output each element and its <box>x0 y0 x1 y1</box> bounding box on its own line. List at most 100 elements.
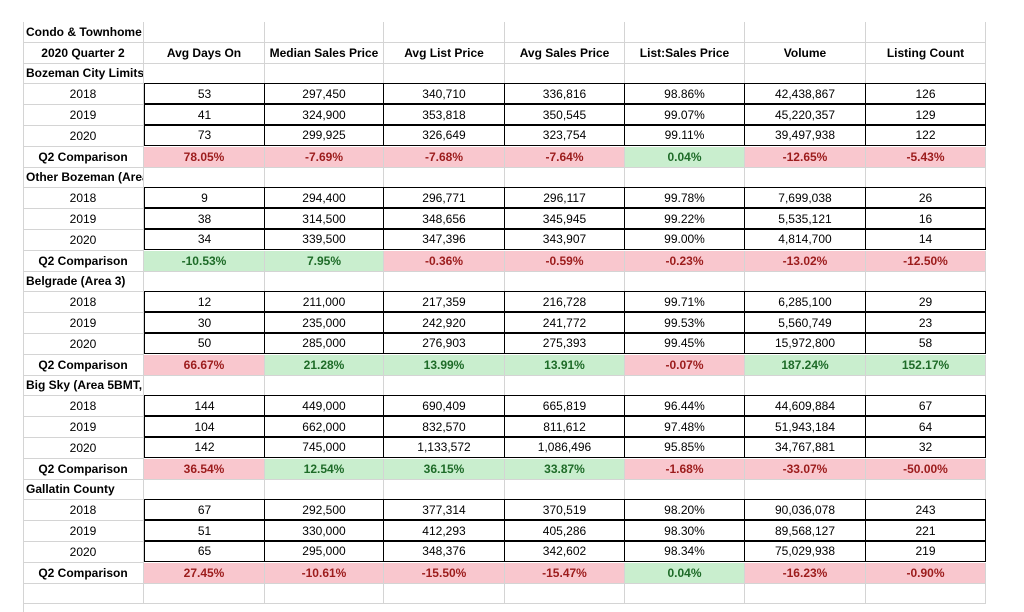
value-cell[interactable]: 353,818 <box>384 104 505 125</box>
value-cell[interactable]: 75,029,938 <box>745 541 866 562</box>
value-cell[interactable]: 350,545 <box>505 104 625 125</box>
value-cell[interactable]: 347,396 <box>384 229 505 250</box>
value-cell[interactable]: 275,393 <box>505 333 625 354</box>
comparison-cell[interactable]: -7.68% <box>384 146 505 168</box>
value-cell[interactable]: 348,656 <box>384 208 505 229</box>
value-cell[interactable]: 276,903 <box>384 333 505 354</box>
year-cell[interactable]: 2018 <box>23 188 144 210</box>
empty-cell[interactable] <box>745 22 866 43</box>
comparison-cell[interactable]: -0.07% <box>625 354 745 376</box>
comparison-cell[interactable]: -10.61% <box>265 562 384 584</box>
empty-cell[interactable] <box>384 375 505 397</box>
value-cell[interactable]: 58 <box>866 333 986 354</box>
empty-cell[interactable] <box>265 583 384 605</box>
value-cell[interactable]: 340,710 <box>384 83 505 105</box>
value-cell[interactable]: 15,972,800 <box>745 333 866 354</box>
value-cell[interactable]: 811,612 <box>505 416 625 437</box>
empty-cell[interactable] <box>745 167 866 189</box>
value-cell[interactable]: 412,293 <box>384 520 505 541</box>
empty-cell[interactable] <box>625 63 745 85</box>
value-cell[interactable]: 348,376 <box>384 541 505 562</box>
empty-cell[interactable] <box>745 479 866 501</box>
value-cell[interactable]: 99.11% <box>625 125 745 146</box>
value-cell[interactable]: 67 <box>866 395 986 417</box>
empty-cell[interactable] <box>265 63 384 85</box>
column-header[interactable]: Volume <box>745 42 866 64</box>
value-cell[interactable]: 242,920 <box>384 312 505 333</box>
empty-cell[interactable] <box>745 271 866 293</box>
empty-cell[interactable] <box>384 479 505 501</box>
value-cell[interactable]: 122 <box>866 125 986 146</box>
value-cell[interactable]: 4,814,700 <box>745 229 866 250</box>
empty-cell[interactable] <box>866 375 986 397</box>
value-cell[interactable]: 342,602 <box>505 541 625 562</box>
value-cell[interactable]: 405,286 <box>505 520 625 541</box>
empty-cell[interactable] <box>745 63 866 85</box>
value-cell[interactable]: 98.34% <box>625 541 745 562</box>
value-cell[interactable]: 241,772 <box>505 312 625 333</box>
value-cell[interactable]: 90,036,078 <box>745 499 866 521</box>
value-cell[interactable]: 324,900 <box>265 104 384 125</box>
comparison-cell[interactable]: -5.43% <box>866 146 986 168</box>
section-title[interactable]: Big Sky (Area 5BMT, 5BMV) <box>23 375 144 397</box>
comparison-cell[interactable]: 7.95% <box>265 250 384 272</box>
value-cell[interactable]: 99.78% <box>625 187 745 209</box>
year-cell[interactable]: 2019 <box>23 209 144 230</box>
column-header[interactable]: Avg List Price <box>384 42 505 64</box>
comparison-label[interactable]: Q2 Comparison <box>23 250 144 272</box>
comparison-cell[interactable]: -16.23% <box>745 562 866 584</box>
empty-cell[interactable] <box>384 583 505 605</box>
comparison-cell[interactable]: -15.50% <box>384 562 505 584</box>
empty-cell[interactable] <box>144 22 265 43</box>
value-cell[interactable]: 99.07% <box>625 104 745 125</box>
empty-cell[interactable] <box>866 271 986 293</box>
comparison-label[interactable]: Q2 Comparison <box>23 354 144 376</box>
year-cell[interactable]: 2018 <box>23 396 144 418</box>
value-cell[interactable]: 330,000 <box>265 520 384 541</box>
value-cell[interactable]: 104 <box>144 416 265 437</box>
value-cell[interactable]: 45,220,357 <box>745 104 866 125</box>
value-cell[interactable]: 297,450 <box>265 83 384 105</box>
comparison-cell[interactable]: -0.23% <box>625 250 745 272</box>
empty-cell[interactable] <box>144 63 265 85</box>
empty-cell[interactable] <box>745 375 866 397</box>
comparison-cell[interactable]: -1.68% <box>625 458 745 480</box>
value-cell[interactable]: 89,568,127 <box>745 520 866 541</box>
value-cell[interactable]: 126 <box>866 83 986 105</box>
value-cell[interactable]: 50 <box>144 333 265 354</box>
empty-cell[interactable] <box>866 479 986 501</box>
value-cell[interactable]: 326,649 <box>384 125 505 146</box>
comparison-cell[interactable]: -10.53% <box>144 250 265 272</box>
empty-cell[interactable] <box>866 22 986 43</box>
year-cell[interactable]: 2019 <box>23 313 144 334</box>
value-cell[interactable]: 41 <box>144 104 265 125</box>
comparison-label[interactable]: Q2 Comparison <box>23 562 144 584</box>
value-cell[interactable]: 5,535,121 <box>745 208 866 229</box>
column-header[interactable]: Median Sales Price <box>265 42 384 64</box>
value-cell[interactable]: 690,409 <box>384 395 505 417</box>
comparison-cell[interactable]: -12.65% <box>745 146 866 168</box>
value-cell[interactable]: 39,497,938 <box>745 125 866 146</box>
section-title[interactable]: Other Bozeman (Area 2) <box>23 167 144 189</box>
value-cell[interactable]: 142 <box>144 437 265 458</box>
year-cell[interactable]: 2018 <box>23 84 144 106</box>
empty-cell[interactable] <box>384 271 505 293</box>
comparison-cell[interactable]: 36.54% <box>144 458 265 480</box>
comparison-cell[interactable]: 0.04% <box>625 562 745 584</box>
value-cell[interactable]: 221 <box>866 520 986 541</box>
year-cell[interactable]: 2020 <box>23 542 144 563</box>
comparison-cell[interactable]: 36.15% <box>384 458 505 480</box>
empty-cell[interactable] <box>505 375 625 397</box>
comparison-cell[interactable]: 12.54% <box>265 458 384 480</box>
year-cell[interactable]: 2019 <box>23 105 144 126</box>
value-cell[interactable]: 1,133,572 <box>384 437 505 458</box>
value-cell[interactable]: 336,816 <box>505 83 625 105</box>
value-cell[interactable]: 38 <box>144 208 265 229</box>
value-cell[interactable]: 42,438,867 <box>745 83 866 105</box>
value-cell[interactable]: 32 <box>866 437 986 458</box>
value-cell[interactable]: 53 <box>144 83 265 105</box>
value-cell[interactable]: 314,500 <box>265 208 384 229</box>
value-cell[interactable]: 299,925 <box>265 125 384 146</box>
value-cell[interactable]: 7,699,038 <box>745 187 866 209</box>
value-cell[interactable]: 377,314 <box>384 499 505 521</box>
